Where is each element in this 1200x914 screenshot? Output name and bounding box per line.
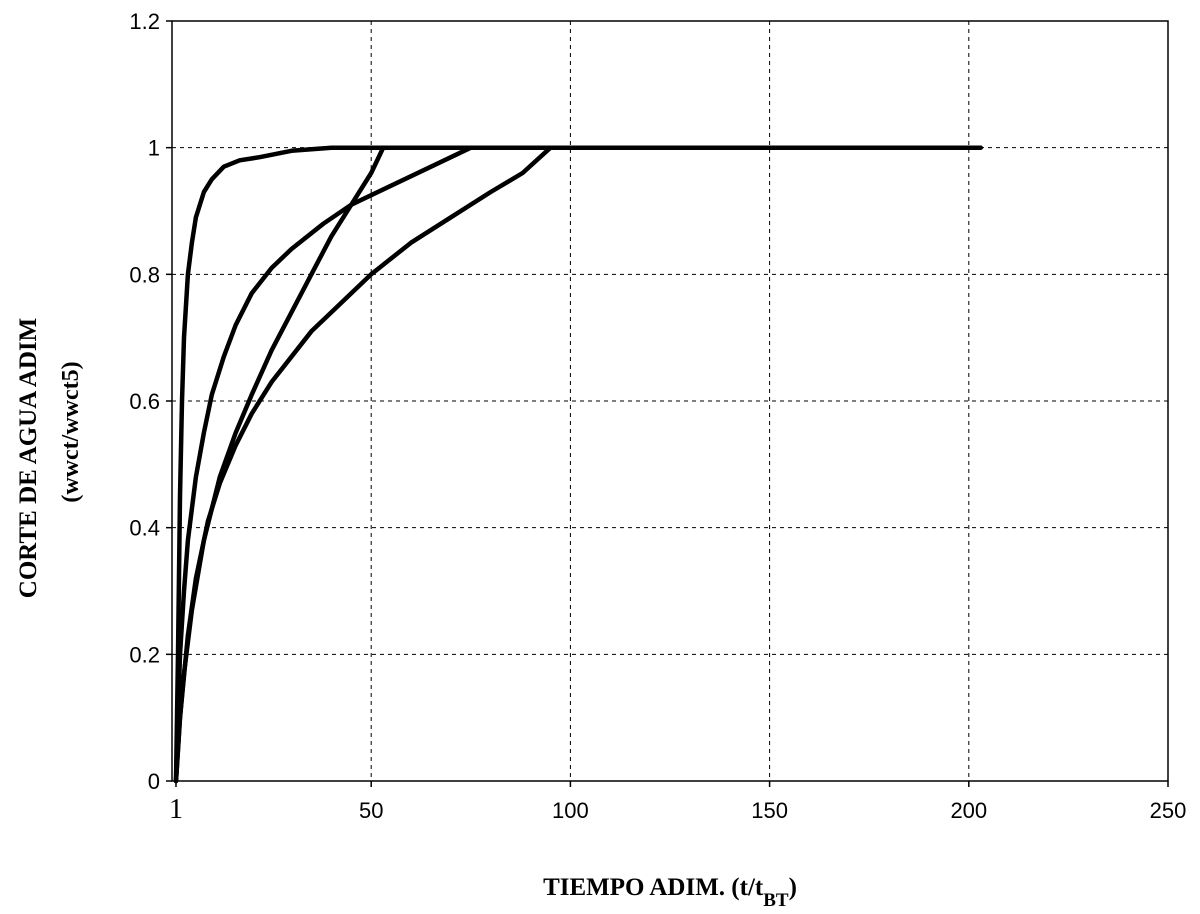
x-tick-label: 200 [950, 798, 987, 823]
y-tick-label: 0.2 [129, 642, 160, 667]
x-tick-label: 50 [359, 798, 383, 823]
series-line-4 [173, 145, 553, 784]
series-lines [173, 145, 984, 784]
y-tick-label: 1 [148, 136, 160, 161]
y-tick-label: 0 [148, 769, 160, 794]
axis-ticks: 00.20.40.60.811.21 50 100 150 200 250 [129, 9, 1186, 825]
y-axis-title: CORTE DE AGUA ADIM [15, 318, 42, 598]
y-tick-label: 1.2 [129, 9, 160, 34]
y-tick-label: 0.8 [129, 262, 160, 287]
y-tick-label: 0.6 [129, 389, 160, 414]
x-tick-label: 150 [751, 798, 788, 823]
series-line-3 [173, 145, 386, 784]
grid-lines [172, 21, 1168, 781]
series-line-1 [173, 145, 984, 784]
series-line-2 [173, 145, 474, 784]
x-tick-label: 100 [552, 798, 589, 823]
y-axis-subtitle: (wwct/wwct5) [58, 361, 84, 502]
x-axis-title: TIEMPO ADIM. (t/tBT) [543, 874, 797, 911]
x-tick-label: 250 [1150, 798, 1187, 823]
y-tick-label: 0.4 [129, 516, 160, 541]
x-tick-label: 1 [169, 794, 183, 825]
